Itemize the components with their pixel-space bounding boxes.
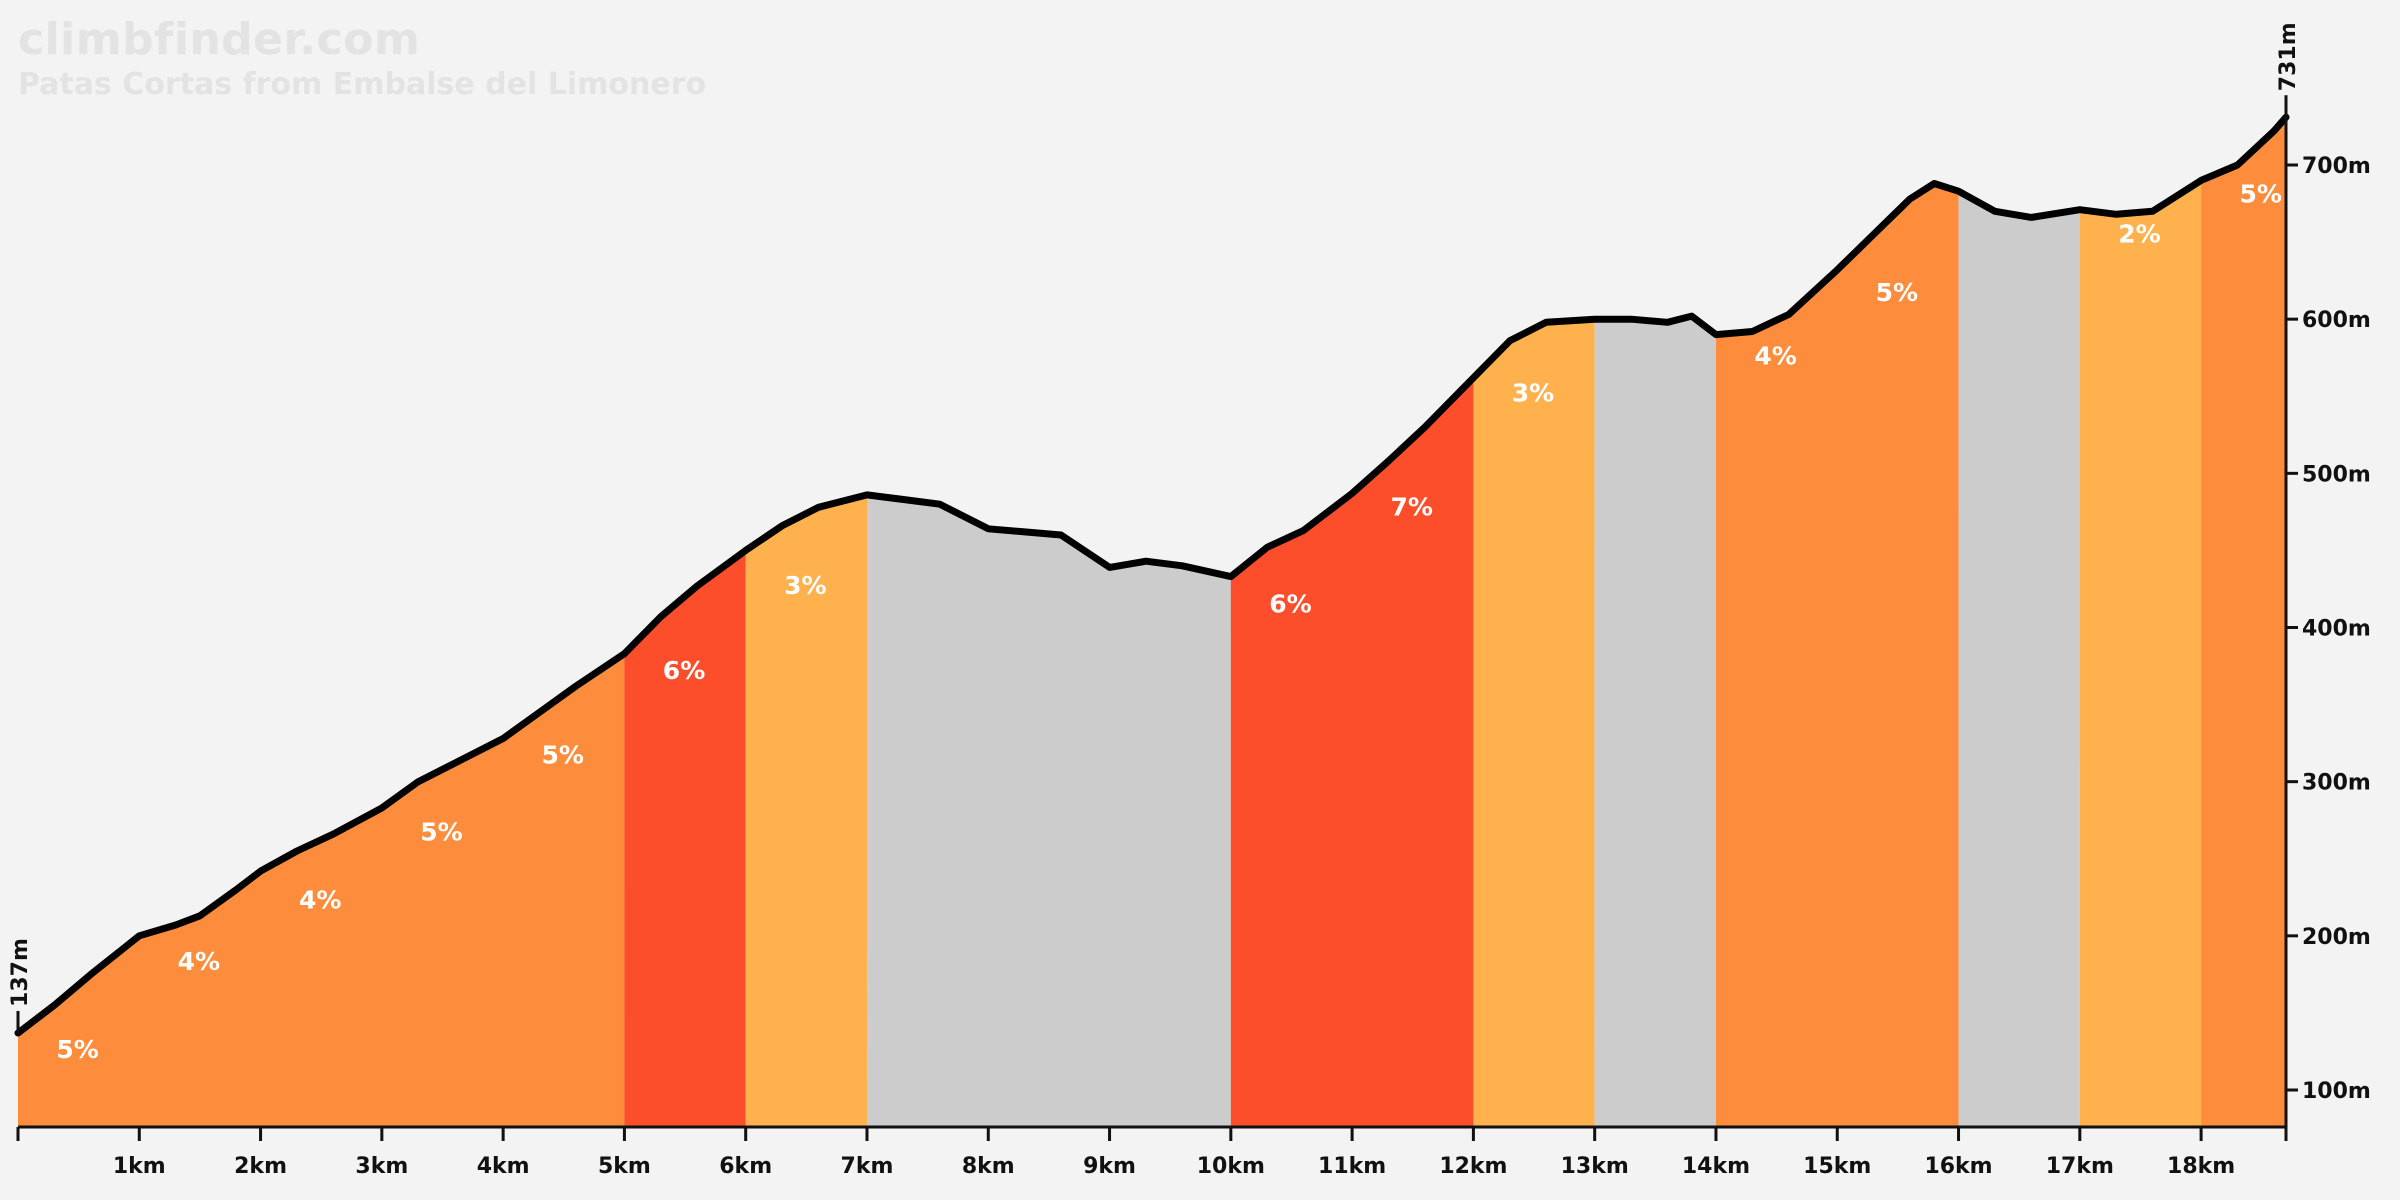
x-tick-label: 13km <box>1561 1154 1629 1179</box>
grade-segment-11 <box>2201 117 2286 1127</box>
x-tick-label: 9km <box>1083 1154 1136 1179</box>
climb-subtitle: Patas Cortas from Embalse del Limonero <box>18 67 707 102</box>
y-tick-label: 500m <box>2302 462 2371 487</box>
grade-label: 5% <box>56 1035 98 1064</box>
grade-labels: 5% 4% 4% 5% 5% 6% 3% 6% 7% 3% 4% 5% 2% 5% <box>56 179 2282 1064</box>
grade-segment-3 <box>745 494 867 1127</box>
grade-label: 6% <box>1269 590 1311 619</box>
x-tick-label: 12km <box>1439 1154 1507 1179</box>
start-elevation-label: 137m <box>8 938 33 1007</box>
x-tick-label: 8km <box>962 1154 1015 1179</box>
x-tick-label: 14km <box>1682 1154 1750 1179</box>
y-tick-label: 300m <box>2302 771 2371 796</box>
axes: 1km 2km 3km 4km 5km 6km 7km 8km 9km 10km 11km 12km 1… <box>8 22 2371 1179</box>
grade-segment-4 <box>866 494 1231 1127</box>
grade-label: 5% <box>1876 278 1918 307</box>
y-tick-label: 700m <box>2302 154 2371 179</box>
x-tick-label: 10km <box>1197 1154 1265 1179</box>
grade-segment-8 <box>1715 183 1959 1127</box>
end-elevation-label: 731m <box>2276 22 2301 91</box>
grade-segment-9 <box>1958 191 2080 1127</box>
grade-label: 6% <box>663 656 705 685</box>
y-tick-label: 200m <box>2302 925 2371 950</box>
grade-segments <box>18 117 2286 1128</box>
y-tick-label: 600m <box>2302 308 2371 333</box>
y-tick-label: 400m <box>2302 617 2371 642</box>
grade-label: 4% <box>1754 341 1796 370</box>
grade-label: 3% <box>784 571 826 600</box>
grade-segment-2 <box>624 550 746 1127</box>
grade-segment-7 <box>1594 316 1716 1128</box>
elevation-line <box>14 113 2290 1037</box>
grade-segment-10 <box>2079 180 2202 1127</box>
grade-segment-5 <box>1230 377 1474 1127</box>
x-tick-label: 16km <box>1924 1154 1992 1179</box>
grade-label: 5% <box>542 741 584 770</box>
x-tick-label: 15km <box>1803 1154 1871 1179</box>
grade-segment-1 <box>18 653 625 1127</box>
x-tick-label: 11km <box>1318 1154 1386 1179</box>
x-tick-label: 3km <box>355 1154 408 1179</box>
x-tick-label: 6km <box>719 1154 772 1179</box>
profile-line-group <box>14 113 2290 1037</box>
grade-label: 4% <box>178 947 220 976</box>
x-tick-label: 1km <box>113 1154 166 1179</box>
grade-label: 2% <box>2118 220 2160 249</box>
x-tick-label: 4km <box>477 1154 530 1179</box>
grade-label: 5% <box>420 818 462 847</box>
x-tick-label: 18km <box>2167 1154 2235 1179</box>
brand-watermark: climbfinder.com <box>18 14 421 65</box>
grade-segment-6 <box>1473 319 1595 1127</box>
x-tick-label: 2km <box>234 1154 287 1179</box>
grade-label: 7% <box>1391 492 1433 521</box>
y-tick-label: 100m <box>2302 1079 2371 1104</box>
grade-label: 3% <box>1512 378 1554 407</box>
grade-label: 4% <box>299 886 341 915</box>
grade-label: 5% <box>2239 179 2281 208</box>
x-tick-label: 17km <box>2046 1154 2114 1179</box>
x-tick-label: 7km <box>841 1154 894 1179</box>
x-tick-label: 5km <box>598 1154 651 1179</box>
